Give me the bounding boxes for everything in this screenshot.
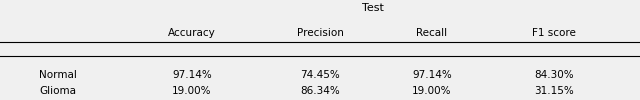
Text: 97.14%: 97.14%	[412, 70, 452, 80]
Text: 19.00%: 19.00%	[172, 86, 212, 96]
Text: Accuracy: Accuracy	[168, 28, 216, 38]
Text: 97.14%: 97.14%	[172, 70, 212, 80]
Text: 19.00%: 19.00%	[412, 86, 452, 96]
Text: Normal: Normal	[39, 70, 77, 80]
Text: Test: Test	[362, 3, 384, 13]
Text: Glioma: Glioma	[40, 86, 77, 96]
Text: Precision: Precision	[296, 28, 344, 38]
Text: 74.45%: 74.45%	[300, 70, 340, 80]
Text: F1 score: F1 score	[532, 28, 575, 38]
Text: 31.15%: 31.15%	[534, 86, 573, 96]
Text: 84.30%: 84.30%	[534, 70, 573, 80]
Text: Recall: Recall	[417, 28, 447, 38]
Text: 86.34%: 86.34%	[300, 86, 340, 96]
